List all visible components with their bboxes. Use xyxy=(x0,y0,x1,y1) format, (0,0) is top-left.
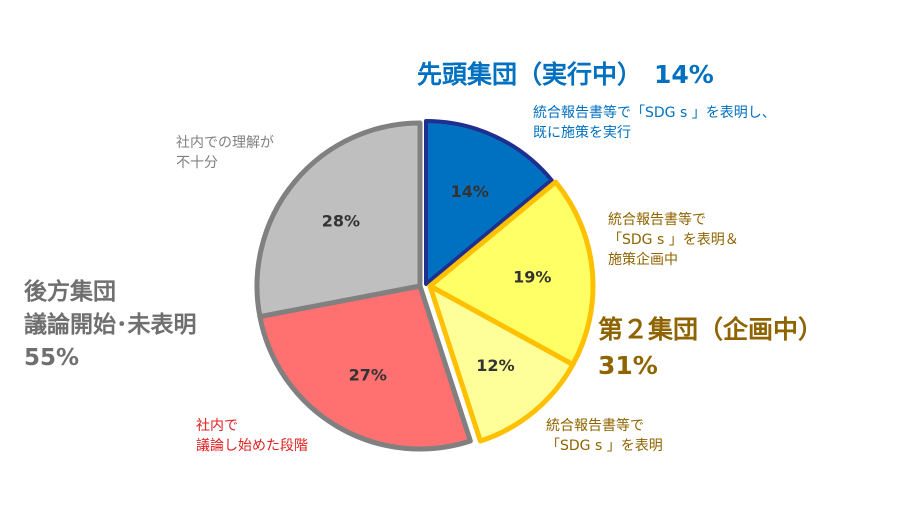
slice-executing-label: 14% xyxy=(451,182,489,201)
slice-desc-discussing: 社内で 議論し始めた段階 xyxy=(196,418,308,454)
slice-insufficient xyxy=(254,120,423,320)
slice-declared-label: 12% xyxy=(476,356,514,375)
slice-discussing xyxy=(257,283,473,452)
group-lead-percent: 14% xyxy=(654,60,714,89)
slice-desc-insufficient: 社内での理解が 不十分 xyxy=(176,135,274,171)
slice-declared xyxy=(427,283,576,444)
slice-desc-declared: 統合報告書等で 「SDG s 」を表明 xyxy=(546,418,663,454)
group-second-title: 第２集団（企画中） 31% xyxy=(598,312,823,384)
slice-executing xyxy=(424,119,554,286)
group-back-name: 後方集団 議論開始･未表明 xyxy=(24,279,197,338)
group-back-title: 後方集団 議論開始･未表明 55% xyxy=(24,276,197,375)
slice-planning-label: 19% xyxy=(513,267,551,286)
slice-discussing-label: 27% xyxy=(349,365,387,384)
group-second-percent: 31% xyxy=(598,351,658,380)
slice-desc-executing: 統合報告書等で「SDG s 」を表明し、 既に施策を実行 xyxy=(533,105,776,141)
slice-planning xyxy=(427,179,596,368)
group-second-name: 第２集団（企画中） xyxy=(598,315,824,344)
slice-desc-planning: 統合報告書等で 「SDG s 」を表明＆ 施策企画中 xyxy=(608,212,739,268)
group-back-percent: 55% xyxy=(24,345,80,371)
group-lead-title: 先頭集団（実行中） 14% xyxy=(417,55,714,91)
group-lead-name: 先頭集団（実行中） xyxy=(417,60,643,89)
slice-insufficient-label: 28% xyxy=(322,212,360,231)
